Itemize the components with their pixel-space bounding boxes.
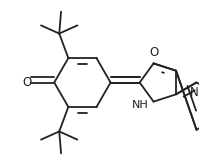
Text: O: O — [149, 46, 158, 59]
Text: O: O — [22, 76, 31, 89]
Text: NH: NH — [132, 100, 149, 110]
Text: N: N — [190, 86, 199, 99]
